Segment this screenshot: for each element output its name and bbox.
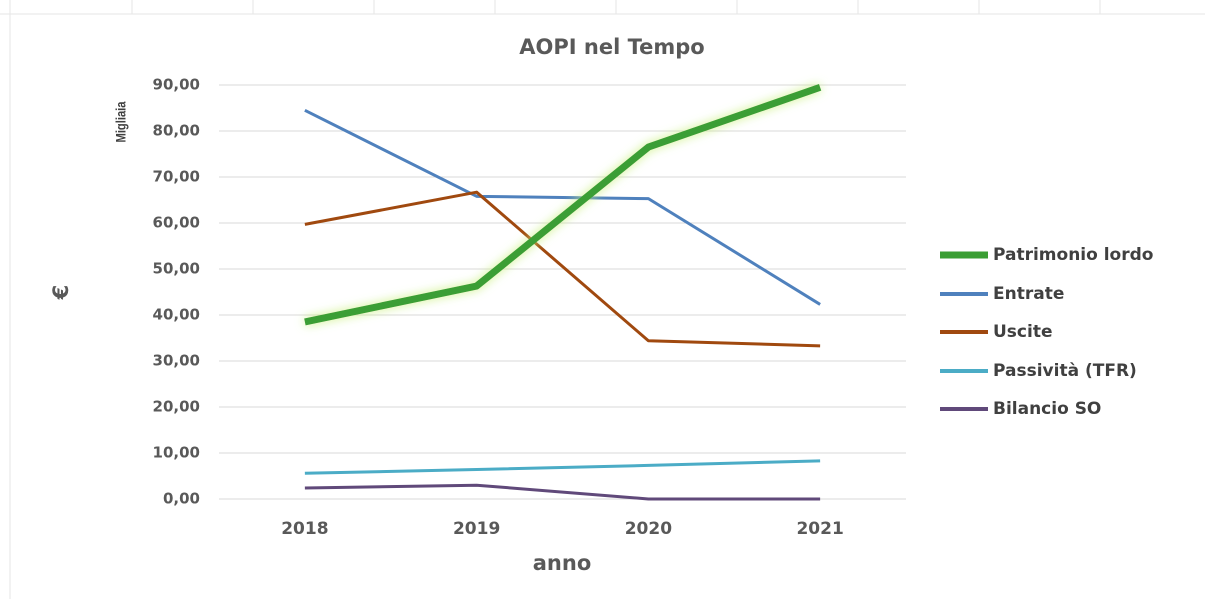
x-tick-label: 2021 xyxy=(796,519,843,539)
x-axis-title: anno xyxy=(533,551,592,575)
y-axis-title: € xyxy=(49,285,73,301)
series-line xyxy=(304,83,822,326)
y-tick-label: 90,00 xyxy=(153,76,200,94)
y-tick-label: 30,00 xyxy=(153,352,200,370)
legend-label: Patrimonio lordo xyxy=(993,245,1153,265)
x-tick-label: 2019 xyxy=(453,519,500,539)
y-tick-label: 70,00 xyxy=(153,168,200,186)
y-tick-label: 80,00 xyxy=(153,122,200,140)
x-tick-label: 2020 xyxy=(625,519,672,539)
legend-label: Passività (TFR) xyxy=(993,361,1137,381)
y-tick-label: 10,00 xyxy=(153,444,200,462)
y-tick-label: 50,00 xyxy=(153,260,200,278)
y-tick-label: 20,00 xyxy=(153,398,200,416)
legend-label: Entrate xyxy=(993,284,1064,304)
legend-label: Uscite xyxy=(993,322,1052,342)
x-tick-label: 2018 xyxy=(281,519,328,539)
series-line xyxy=(304,108,821,306)
series-line xyxy=(304,190,821,348)
y-tick-label: 60,00 xyxy=(153,214,200,232)
legend-label: Bilancio SO xyxy=(993,399,1101,419)
series-line xyxy=(304,483,821,501)
y-tick-label: 40,00 xyxy=(153,306,200,324)
series-line xyxy=(304,459,821,475)
chart-title: AOPI nel Tempo xyxy=(519,35,704,59)
y-tick-label: 0,00 xyxy=(163,490,200,508)
y-units-label: Migliaia xyxy=(114,101,129,143)
